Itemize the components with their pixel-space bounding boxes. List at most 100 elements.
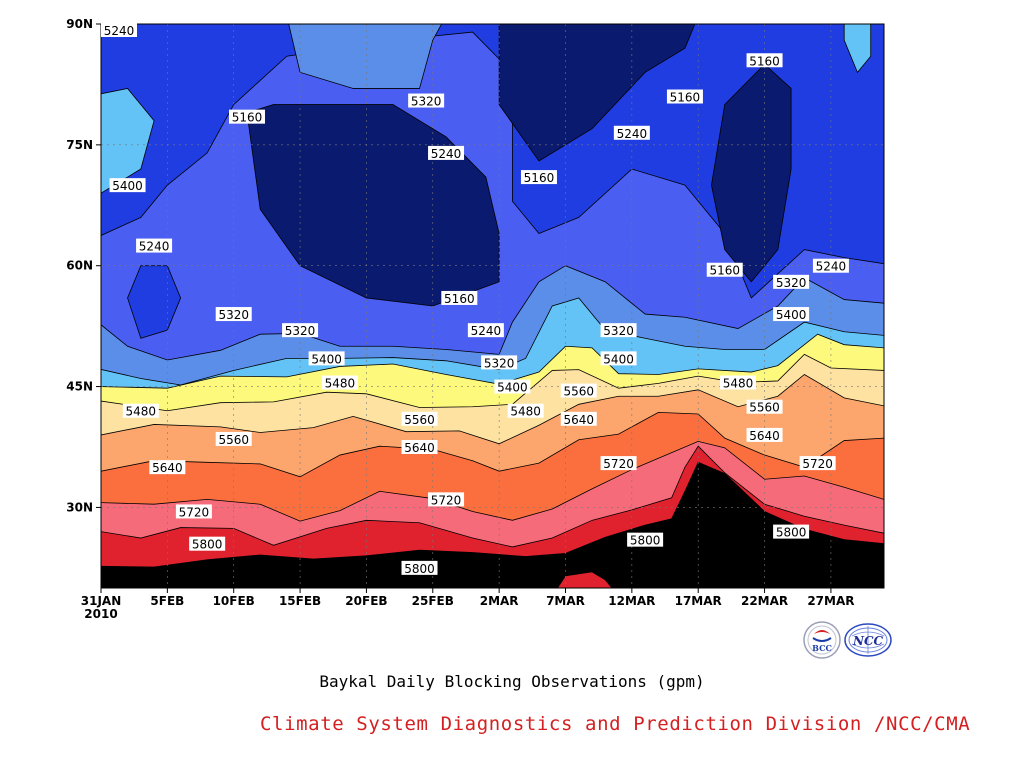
contour-label: 5800 [627, 532, 664, 548]
contour-label: 5560 [401, 411, 438, 427]
contour-chart: 31JAN 5FEB 10FEB 15FEB 20FEB 25FEB 2MAR 7MAR 12M… [66, 17, 892, 659]
contour-label: 5560 [215, 431, 252, 447]
contour-label: 5480 [122, 403, 159, 419]
contour-label-text: 5160 [709, 264, 740, 278]
contour-label: 5480 [720, 375, 757, 391]
contour-label-text: 5160 [524, 171, 555, 185]
contour-label-text: 5240 [617, 127, 648, 141]
contour-label-text: 5240 [816, 260, 847, 274]
contour-labels: 5240 5400 5160 5320 5240 5160 5160 5240 5160 5240… [101, 23, 849, 576]
contour-label: 5640 [560, 411, 597, 427]
band-5400-patch-west [101, 88, 155, 194]
contour-label-text: 5640 [152, 461, 183, 475]
contour-label: 5560 [560, 383, 597, 399]
contour-label-text: 5640 [563, 413, 594, 427]
contour-label-text: 5160 [670, 91, 701, 105]
contour-label-text: 5320 [776, 276, 807, 290]
contour-label-text: 5720 [179, 505, 210, 519]
contour-label: 5400 [308, 351, 345, 366]
contour-label-text: 5800 [630, 534, 661, 548]
contour-label: 5160 [706, 262, 743, 278]
contour-label: 5480 [321, 375, 358, 391]
contour-label-text: 5400 [776, 308, 807, 322]
axis-ticks: 31JAN 5FEB 10FEB 15FEB 20FEB 25FEB 2MAR 7MAR 12M… [66, 17, 854, 621]
x-tick-label: 20FEB [345, 594, 387, 608]
contour-label: 5720 [175, 504, 212, 519]
contour-label-text: 5400 [497, 381, 528, 395]
contour-label-text: 5640 [404, 441, 435, 455]
contour-label: 5320 [215, 307, 252, 322]
contour-label: 5240 [812, 258, 849, 274]
chart-caption: Baykal Daily Blocking Observations (gpm) [319, 672, 705, 691]
contour-label: 5240 [136, 238, 173, 254]
contour-label-text: 5480 [325, 377, 356, 391]
contour-label-text: 5320 [285, 324, 316, 338]
contour-label: 5560 [746, 399, 783, 415]
contour-label-text: 5480 [510, 405, 541, 419]
contour-label-text: 5160 [749, 54, 780, 68]
x-tick-label: 7MAR [546, 594, 585, 608]
contour-label-text: 5480 [723, 377, 754, 391]
band-5080-core-c [711, 63, 792, 283]
contour-label: 5240 [613, 125, 650, 141]
contour-label: 5320 [408, 93, 445, 109]
contour-label: 5400 [109, 178, 146, 193]
contour-label-text: 5160 [232, 111, 263, 125]
band-5400-patch-east [843, 24, 872, 74]
contour-label-text: 5720 [431, 493, 462, 507]
credit-text: Climate System Diagnostics and Predictio… [260, 713, 971, 735]
plot-frame [100, 23, 885, 589]
contour-label: 5640 [401, 440, 438, 455]
y-tick-label: 75N [66, 138, 93, 152]
contour-label-text: 5400 [112, 179, 143, 193]
contour-label: 5160 [228, 109, 265, 125]
x-tick-label: 2MAR [480, 594, 519, 608]
contour-label: 5160 [746, 53, 783, 68]
y-tick-label: 30N [66, 500, 93, 514]
contour-label-text: 5320 [484, 356, 515, 370]
contour-label-text: 5400 [311, 352, 342, 366]
contour-label: 5800 [401, 560, 438, 576]
contour-label-text: 5320 [603, 324, 634, 338]
contour-label: 5400 [600, 351, 637, 366]
y-tick-label: 90N [66, 17, 93, 31]
bcc-logo: BCC [803, 621, 841, 659]
x-tick-label: 27MAR [807, 594, 854, 608]
contour-label: 5800 [773, 524, 810, 540]
ncc-logo-text: NCC [852, 634, 884, 648]
contour-label: 5720 [600, 456, 637, 471]
contour-label: 5720 [428, 492, 465, 507]
contour-label-text: 5240 [139, 240, 170, 254]
band-5880-core [557, 571, 613, 588]
y-tick-label: 45N [66, 380, 93, 394]
contour-label-text: 5240 [431, 147, 462, 161]
x-tick-label: 17MAR [675, 594, 722, 608]
contour-label: 5160 [666, 89, 703, 105]
x-tick-label: 25FEB [412, 594, 454, 608]
contour-label: 5320 [773, 274, 810, 290]
y-tick-label: 60N [66, 259, 93, 273]
contour-label-text: 5720 [802, 457, 833, 471]
contour-label: 5800 [189, 536, 226, 552]
contour-label-text: 5320 [411, 95, 442, 109]
contour-label-text: 5640 [749, 429, 780, 443]
x-tick-label: 5FEB [150, 594, 184, 608]
contour-label-text: 5240 [104, 24, 135, 38]
x-tick-label: 12MAR [608, 594, 655, 608]
contour-label: 5240 [467, 323, 504, 338]
x-tick-label: 10FEB [213, 594, 255, 608]
contour-label: 5720 [799, 456, 836, 471]
contour-label-text: 5400 [603, 352, 634, 366]
x-tick-label: 15FEB [279, 594, 321, 608]
contour-label-text: 5480 [126, 405, 157, 419]
contour-label-text: 5800 [776, 526, 807, 540]
contour-label: 5160 [520, 170, 557, 185]
contour-label: 5320 [481, 355, 518, 370]
x-tick-label: 31JAN [81, 594, 122, 608]
contour-label-text: 5800 [404, 562, 435, 576]
contour-label: 5160 [441, 290, 478, 306]
contour-label: 5640 [149, 460, 186, 475]
contour-label-text: 5320 [218, 308, 249, 322]
contour-label: 5400 [494, 379, 531, 395]
contour-label-text: 5720 [603, 457, 634, 471]
